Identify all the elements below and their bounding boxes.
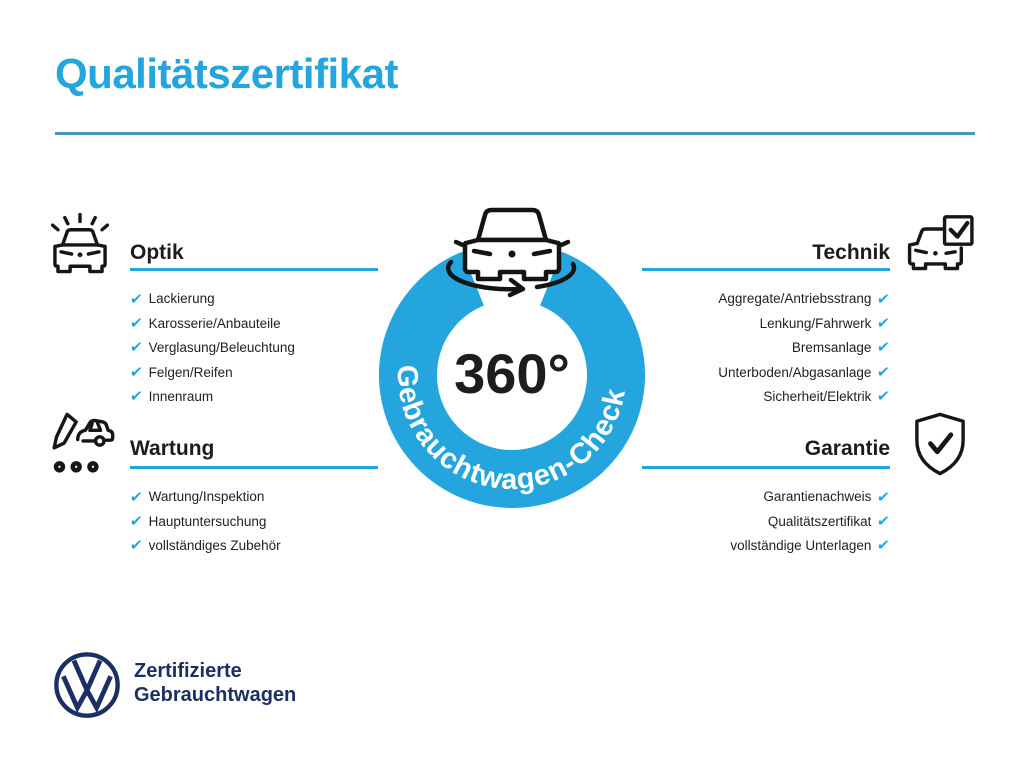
checklist-item: ✔ Innenraum xyxy=(129,385,430,409)
checklist-item: ✔ Sicherheit/Elektrik xyxy=(540,385,891,409)
rotate-arrows xyxy=(445,259,577,298)
checklist-item-label: Unterboden/Abgasanlage xyxy=(718,364,872,380)
checklist-item-label: Sicherheit/Elektrik xyxy=(763,389,872,404)
check-icon: ✔ xyxy=(876,338,891,357)
page-title: Qualitätszertifikat xyxy=(55,50,398,97)
checklist-item-label: Hauptuntersuchung xyxy=(148,513,267,529)
checklist-item: ✔ vollständige Unterlagen xyxy=(540,534,891,558)
section-divider-wartung xyxy=(130,466,378,469)
checklist-item-label: Lackierung xyxy=(148,291,215,307)
check-icon: ✔ xyxy=(876,289,891,308)
service-note-icon xyxy=(52,412,115,473)
section-divider-technik xyxy=(642,268,890,271)
checklist-item: ✔ Felgen/Reifen xyxy=(129,360,430,384)
section-divider-garantie xyxy=(642,466,890,469)
checklist-item: ✔ vollständiges Zubehör xyxy=(129,534,430,558)
section-title-optik: Optik xyxy=(130,241,184,264)
checklist-item: ✔ Aggregate/Antriebsstrang xyxy=(540,287,891,311)
garantie-checklist: ✔ Garantienachweis ✔ Qualitätszertifikat… xyxy=(540,485,891,558)
checklist-item: ✔ Hauptuntersuchung xyxy=(129,509,430,533)
footer-line1: Zertifizierte xyxy=(134,660,242,682)
check-icon: ✔ xyxy=(129,338,144,357)
checklist-item-label: Qualitätszertifikat xyxy=(767,513,872,529)
check-icon: ✔ xyxy=(129,387,144,406)
check-icon: ✔ xyxy=(129,289,144,308)
checklist-item: ✔ Unterboden/Abgasanlage xyxy=(540,360,891,384)
checklist-item: ✔ Lenkung/Fahrwerk xyxy=(540,311,891,335)
optik-checklist: ✔ Lackierung ✔ Karosserie/Anbauteile ✔ V… xyxy=(129,287,430,409)
checklist-item: ✔ Lackierung xyxy=(129,287,430,311)
shield-check-icon xyxy=(915,412,965,476)
badge-ring xyxy=(379,251,645,508)
check-icon: ✔ xyxy=(129,512,144,531)
checklist-item-label: Innenraum xyxy=(148,389,214,404)
check-icon: ✔ xyxy=(876,387,891,406)
footer-line2: Gebrauchtwagen xyxy=(134,684,297,706)
section-divider-optik xyxy=(130,268,378,271)
technik-checklist: ✔ Aggregate/Antriebsstrang ✔ Lenkung/Fah… xyxy=(540,287,891,409)
checklist-item: ✔ Wartung/Inspektion xyxy=(129,485,430,509)
checklist-item-label: Lenkung/Fahrwerk xyxy=(759,315,872,331)
car-shine-icon xyxy=(50,212,110,274)
footer-brand-text: Zertifizierte Gebrauchtwagen xyxy=(134,659,296,707)
checklist-item: ✔ Garantienachweis xyxy=(540,485,891,509)
checklist-item-label: Felgen/Reifen xyxy=(148,364,233,380)
checklist-item: ✔ Karosserie/Anbauteile xyxy=(129,311,430,335)
check-icon: ✔ xyxy=(876,362,891,381)
checklist-item: ✔ Bremsanlage xyxy=(540,336,891,360)
wartung-checklist: ✔ Wartung/Inspektion ✔ Hauptuntersuchung… xyxy=(129,485,430,558)
section-title-technik: Technik xyxy=(812,241,890,264)
checklist-item-label: vollständiges Zubehör xyxy=(148,538,281,554)
badge-center-label: 360° xyxy=(454,342,570,405)
checklist-item-label: Karosserie/Anbauteile xyxy=(148,315,281,331)
check-icon: ✔ xyxy=(129,487,144,506)
check-icon: ✔ xyxy=(876,512,891,531)
checklist-item-label: Wartung/Inspektion xyxy=(148,489,265,505)
checklist-item-label: Verglasung/Beleuchtung xyxy=(148,340,295,356)
title-divider xyxy=(55,132,975,135)
check-icon: ✔ xyxy=(876,536,891,555)
check-icon: ✔ xyxy=(876,487,891,506)
car-front-icon xyxy=(453,207,571,282)
360-check-badge: Gebrauchtwagen-Check 360° xyxy=(379,207,645,508)
checklist-item: ✔ Verglasung/Beleuchtung xyxy=(129,336,430,360)
checklist-item: ✔ Qualitätszertifikat xyxy=(540,509,891,533)
check-icon: ✔ xyxy=(129,314,144,333)
section-title-garantie: Garantie xyxy=(804,437,890,460)
vw-logo xyxy=(54,652,120,718)
checklist-item-label: Garantienachweis xyxy=(763,489,872,505)
checklist-item-label: Aggregate/Antriebsstrang xyxy=(718,291,872,307)
checklist-item-label: Bremsanlage xyxy=(791,340,872,356)
section-title-wartung: Wartung xyxy=(130,437,215,460)
check-icon: ✔ xyxy=(129,362,144,381)
car-checkbox-icon xyxy=(907,215,974,271)
check-icon: ✔ xyxy=(129,536,144,555)
checklist-item-label: vollständige Unterlagen xyxy=(730,538,872,554)
check-icon: ✔ xyxy=(876,314,891,333)
